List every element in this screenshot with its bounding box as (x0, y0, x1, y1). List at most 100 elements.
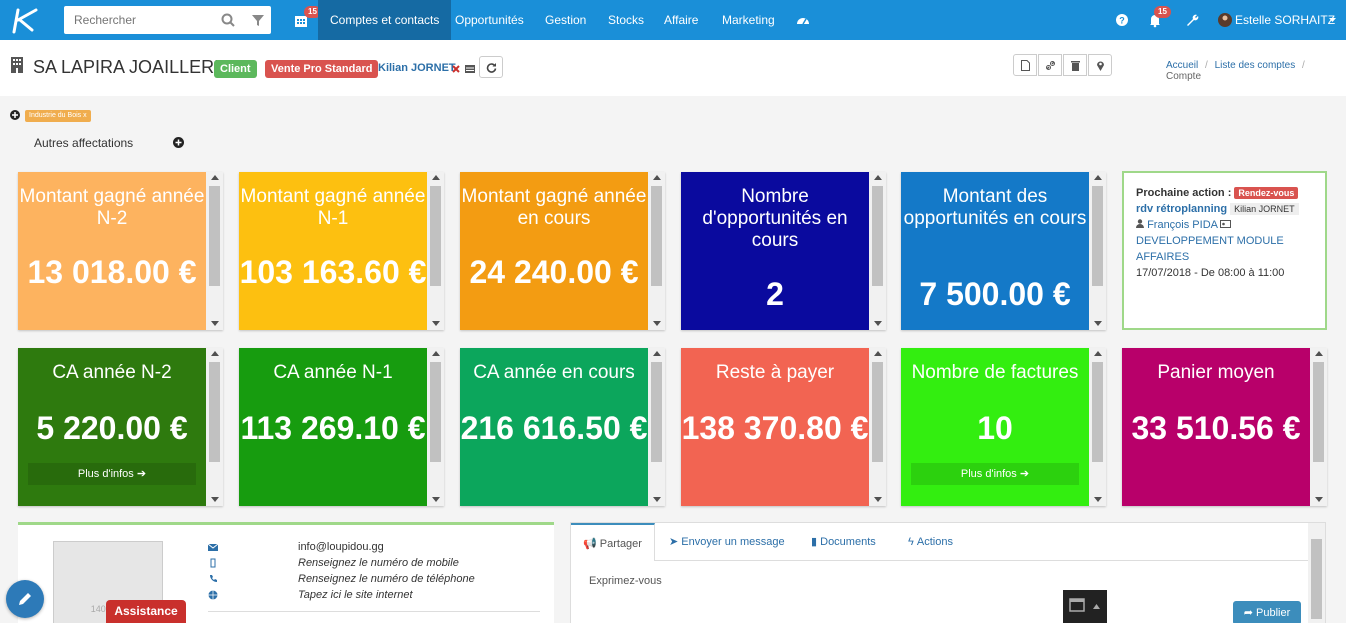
tile-value: 7 500.00 € (919, 276, 1071, 312)
filter-icon[interactable] (250, 12, 266, 28)
nav-opportunites[interactable]: Opportunités (455, 13, 524, 27)
refresh-icon (486, 63, 497, 73)
tile-scrollbar[interactable] (1089, 172, 1106, 330)
edit-fab[interactable] (6, 580, 44, 618)
link-button[interactable] (1038, 54, 1062, 76)
tile-title: Montant gagné année en cours (461, 186, 647, 229)
tile-scrollbar[interactable] (427, 348, 444, 506)
tile-title: CA année N-2 (52, 362, 172, 383)
tile-scrollbar[interactable] (1089, 348, 1106, 506)
nav-affaire[interactable]: Affaire (664, 13, 699, 27)
tile-scrollbar[interactable] (427, 172, 444, 330)
tile-value: 216 616.50 € (460, 410, 648, 446)
delete-button[interactable] (1063, 54, 1087, 76)
action-date: 17/07/2018 - De 08:00 à 11:00 (1136, 267, 1285, 279)
page-title: SA LAPIRA JOAILLERIE (33, 57, 232, 77)
tile-title: Montant des opportunités en cours (903, 186, 1087, 229)
tile-title: Nombre de factures (911, 362, 1079, 383)
post-input[interactable]: Exprimez-vous (589, 575, 662, 587)
plus-infos-link[interactable]: Plus d'infos ➔ (911, 463, 1079, 485)
feed-scrollbar[interactable] (1308, 523, 1325, 623)
calendar-widget[interactable] (1063, 590, 1107, 623)
dashboard-icon[interactable] (795, 12, 811, 28)
paper-plane-icon: ➤ (669, 536, 679, 548)
top-navbar: 15 Comptes et contacts Opportunités Gest… (0, 0, 1346, 40)
avatar (1218, 13, 1232, 27)
phone-value[interactable]: Renseignez le numéro de téléphone (298, 573, 475, 585)
search-input[interactable] (64, 7, 209, 33)
bullhorn-icon: 📢 (583, 538, 597, 550)
tile-scrollbar[interactable] (206, 172, 223, 330)
plus-infos-link[interactable]: Plus d'infos ➔ (28, 463, 196, 485)
pdf-button[interactable] (1013, 54, 1037, 76)
tile-scrollbar[interactable] (648, 172, 665, 330)
breadcrumb-accueil[interactable]: Accueil (1166, 60, 1199, 71)
tile-panier-moyen: Panier moyen 33 510.56 € (1122, 348, 1327, 506)
map-button[interactable] (1088, 54, 1112, 76)
breadcrumb-liste[interactable]: Liste des comptes (1214, 60, 1296, 71)
contact-link[interactable]: François PIDA (1147, 219, 1218, 231)
mobile-value[interactable]: Renseignez le numéro de mobile (298, 557, 459, 569)
tab-actions[interactable]: ϟ Actions (908, 523, 953, 561)
vcard-icon[interactable] (1220, 220, 1232, 228)
list-icon[interactable] (465, 64, 475, 74)
user-icon (1136, 219, 1144, 228)
publish-label: Publier (1256, 607, 1291, 619)
tag-industrie[interactable]: Industrie du Bois x (25, 110, 91, 122)
nav-marketing[interactable]: Marketing (722, 13, 775, 27)
tile-gagne-n1: Montant gagné année N-1 103 163.60 € (239, 172, 444, 330)
tile-scrollbar[interactable] (869, 172, 886, 330)
tab-envoyer-message[interactable]: ➤ Envoyer un message (669, 523, 785, 561)
owner-link[interactable]: Kilian JORNET (378, 62, 456, 74)
phone-icon (210, 575, 217, 582)
feed-tabs: 📢 Partager ➤ Envoyer un message ▮ Docume… (571, 523, 1311, 561)
tile-title: Panier moyen (1157, 362, 1275, 383)
client-label: Client (214, 60, 257, 78)
tile-value: 13 018.00 € (27, 254, 197, 290)
tile-value: 2 (766, 276, 784, 312)
assignee-badge: Kilian JORNET (1230, 203, 1299, 215)
building-icon (11, 57, 23, 73)
add-affectation-icon[interactable] (173, 137, 184, 148)
plus-infos-label: Plus d'infos (960, 468, 1017, 480)
user-name: Estelle SORHAITZ (1235, 13, 1336, 27)
divider (208, 611, 540, 612)
feed-panel: 📢 Partager ➤ Envoyer un message ▮ Docume… (570, 522, 1326, 623)
nav-comptes[interactable]: Comptes et contacts (318, 0, 452, 40)
tab-documents[interactable]: ▮ Documents (811, 523, 876, 561)
web-value[interactable]: Tapez ici le site internet (298, 589, 413, 601)
contact-panel: 140x140 info@loupidou.gg Renseignez le n… (18, 522, 554, 623)
breadcrumb: Accueil / Liste des comptes / Compte (1166, 60, 1305, 82)
tile-scrollbar[interactable] (648, 348, 665, 506)
remove-icon[interactable] (452, 65, 460, 73)
notification-badge: 15 (1154, 6, 1171, 18)
help-icon[interactable]: ? (1114, 12, 1130, 28)
search-icon[interactable] (220, 12, 236, 28)
action-title-link[interactable]: rdv rétroplanning (1136, 203, 1228, 215)
tile-ca-cours: CA année en cours 216 616.50 € (460, 348, 665, 506)
calendar-icon[interactable] (290, 8, 316, 34)
mobile-icon (210, 558, 216, 568)
refresh-button[interactable] (479, 56, 503, 78)
action-type-badge: Rendez-vous (1234, 187, 1299, 199)
tile-scrollbar[interactable] (869, 348, 886, 506)
link-icon (1046, 61, 1055, 70)
chevron-up-icon (1093, 604, 1100, 609)
nav-gestion[interactable]: Gestion (545, 13, 587, 27)
tile-title: CA année N-1 (273, 362, 393, 383)
assistance-button[interactable]: Assistance (106, 600, 186, 623)
tile-scrollbar[interactable] (1310, 348, 1327, 506)
logo-icon[interactable] (8, 6, 42, 34)
tile-reste-payer: Reste à payer 138 370.80 € (681, 348, 886, 506)
wrench-icon[interactable] (1184, 12, 1200, 28)
pencil-icon (19, 593, 31, 605)
tab-partager[interactable]: 📢 Partager (571, 523, 655, 561)
tile-scrollbar[interactable] (206, 348, 223, 506)
add-tag-icon[interactable] (10, 110, 20, 120)
arrow-circle-right-icon: ➔ (1019, 468, 1030, 480)
breadcrumb-current: Compte (1166, 71, 1202, 82)
nav-stocks[interactable]: Stocks (608, 13, 645, 27)
email-value[interactable]: info@loupidou.gg (298, 541, 384, 553)
action-subject-link[interactable]: DEVELOPPEMENT MODULE AFFAIRES (1136, 235, 1284, 263)
publish-button[interactable]: ➦ Publier (1233, 601, 1301, 623)
